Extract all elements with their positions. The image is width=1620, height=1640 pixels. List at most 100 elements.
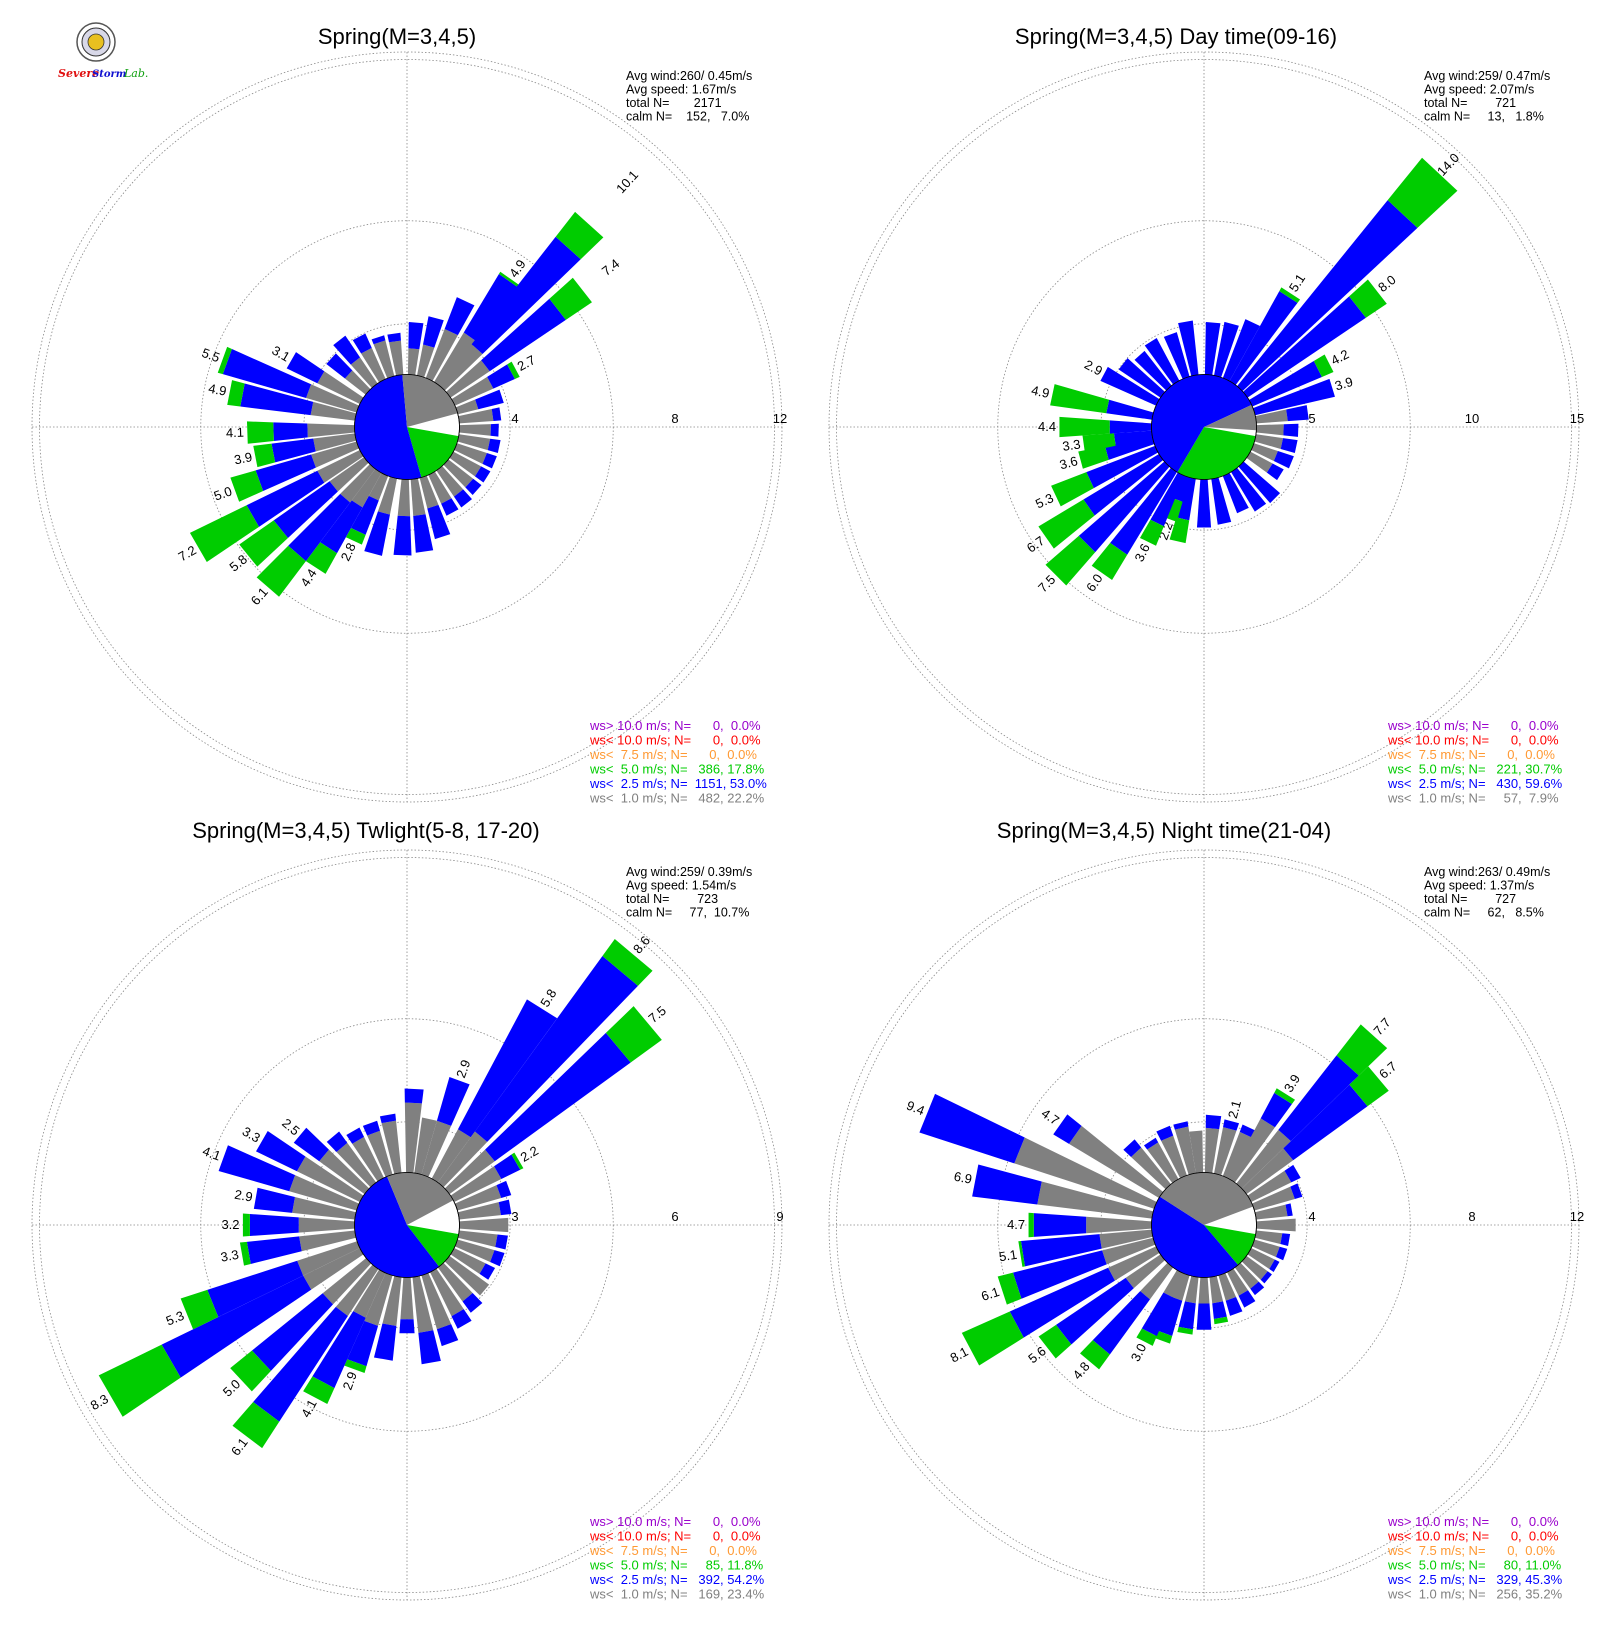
petal-green bbox=[602, 939, 653, 986]
petal-blue bbox=[273, 481, 338, 538]
legend-entry: ws< 5.0 m/s; N= 85, 11.8% bbox=[589, 1558, 764, 1573]
legend-entry: ws< 5.0 m/s; N= 80, 11.0% bbox=[1387, 1558, 1562, 1573]
petal-calm-grey bbox=[431, 1129, 471, 1183]
petal-calm-grey bbox=[1204, 1127, 1220, 1174]
stats-line: total N= 727 bbox=[1424, 892, 1516, 906]
stats-line: calm N= 13, 1.8% bbox=[1424, 110, 1544, 124]
petal-blue bbox=[1134, 350, 1172, 391]
petal-blue bbox=[1266, 463, 1284, 481]
petal-value-label: 5.3 bbox=[1033, 490, 1056, 511]
petal-blue bbox=[1285, 1203, 1293, 1217]
petal-blue bbox=[471, 236, 581, 355]
petal-calm-grey bbox=[1147, 1142, 1179, 1184]
petal-calm-grey bbox=[317, 371, 364, 404]
petal-calm-grey bbox=[428, 471, 452, 504]
stats-line: calm N= 152, 7.0% bbox=[626, 110, 749, 124]
petal-value-label: 5.0 bbox=[220, 1376, 243, 1399]
calm-pie-green bbox=[1204, 1225, 1256, 1265]
petal-calm-grey bbox=[450, 1248, 486, 1274]
petal-blue bbox=[1156, 1125, 1174, 1141]
petal-value-label: 2.9 bbox=[340, 1370, 360, 1392]
petal-blue bbox=[451, 1309, 472, 1329]
petal-calm-grey bbox=[1251, 1239, 1280, 1258]
legend-entry: ws< 1.0 m/s; N= 256, 35.2% bbox=[1387, 1587, 1563, 1602]
petal-green bbox=[98, 1344, 181, 1417]
legend-entry: ws> 10.0 m/s; N= 0, 0.0% bbox=[1387, 1514, 1559, 1529]
petal-green bbox=[1136, 1328, 1157, 1346]
petal-calm-grey bbox=[1189, 1130, 1204, 1174]
petal-calm-grey bbox=[1241, 1148, 1294, 1195]
petal-calm-grey bbox=[289, 1175, 360, 1211]
petal-value-label: 2.7 bbox=[515, 352, 538, 374]
petal-blue bbox=[249, 1214, 299, 1236]
petal-calm-grey bbox=[1256, 1218, 1296, 1232]
petal-green bbox=[1080, 1340, 1110, 1370]
petal-blue bbox=[346, 1127, 365, 1144]
petal-value-label: 2.8 bbox=[338, 540, 359, 563]
petal-blue bbox=[413, 514, 434, 553]
petal-blue bbox=[1053, 1114, 1082, 1144]
ring-tick-label: 12 bbox=[773, 411, 787, 426]
petal-calm-grey bbox=[1228, 1118, 1275, 1183]
legend-entry: ws< 1.0 m/s; N= 57, 7.9% bbox=[1387, 791, 1559, 806]
legend-entry: ws< 7.5 m/s; N= 0, 0.0% bbox=[589, 747, 757, 762]
petal-calm-grey bbox=[1102, 1237, 1156, 1265]
petal-green bbox=[1038, 1324, 1072, 1359]
petal-calm-grey bbox=[296, 1156, 364, 1202]
legend-entry: ws< 7.5 m/s; N= 0, 0.0% bbox=[1387, 1543, 1555, 1558]
petal-calm-grey bbox=[444, 1255, 490, 1296]
petal-value-label: 7.7 bbox=[1370, 1015, 1393, 1038]
petal-green bbox=[227, 380, 245, 407]
petal-calm-grey bbox=[457, 1202, 501, 1220]
petal-blue bbox=[1056, 1277, 1134, 1345]
petal-value-label: 2.9 bbox=[1082, 357, 1105, 379]
petal-blue bbox=[475, 389, 504, 410]
petal-calm-grey bbox=[436, 466, 464, 497]
petal-blue bbox=[399, 1319, 415, 1334]
petal-calm-grey bbox=[417, 344, 435, 378]
stats-line: Avg wind:260/ 0.45m/s bbox=[626, 69, 752, 83]
petal-blue bbox=[1273, 451, 1294, 469]
petal-blue bbox=[273, 422, 308, 441]
petal-green bbox=[256, 545, 306, 597]
petal-blue bbox=[1238, 1290, 1256, 1308]
petal-calm-grey bbox=[414, 1117, 437, 1175]
petal-green bbox=[232, 1401, 280, 1449]
stats-line: Avg speed: 1.54m/s bbox=[626, 879, 736, 893]
petal-blue bbox=[364, 511, 390, 556]
petal-calm-grey bbox=[1163, 1270, 1184, 1298]
petal-blue bbox=[487, 364, 515, 389]
petal-calm-grey bbox=[1255, 409, 1288, 424]
petal-blue bbox=[1150, 472, 1185, 527]
petal-calm-grey bbox=[1254, 1204, 1288, 1220]
petal-calm-grey bbox=[1254, 1230, 1283, 1245]
ring-tick-label: 8 bbox=[671, 411, 678, 426]
petal-blue bbox=[453, 489, 472, 508]
legend-entry: ws> 10.0 m/s; N= 0, 0.0% bbox=[1387, 718, 1559, 733]
petal-blue bbox=[1100, 366, 1160, 406]
petal-calm-grey bbox=[443, 459, 474, 488]
petal-green bbox=[1038, 499, 1095, 549]
petal-value-label: 3.9 bbox=[1281, 1072, 1303, 1095]
stats-line: Avg wind:259/ 0.39m/s bbox=[626, 865, 752, 879]
petal-calm-grey bbox=[404, 1102, 422, 1173]
petal-calm-grey bbox=[400, 1277, 414, 1320]
petal-blue bbox=[393, 515, 412, 556]
petal-calm-grey bbox=[1254, 434, 1284, 449]
stats-line: total N= 723 bbox=[626, 892, 718, 906]
petal-calm-grey bbox=[454, 443, 487, 464]
petal-value-label: 5.5 bbox=[200, 345, 222, 365]
petal-value-label: 3.3 bbox=[219, 1247, 239, 1265]
calm-pie-blue bbox=[354, 1176, 439, 1278]
petal-blue bbox=[495, 1234, 508, 1250]
petal-blue bbox=[1211, 477, 1232, 525]
petal-blue bbox=[919, 1093, 1025, 1164]
petal-calm-grey bbox=[344, 370, 371, 395]
petal-green bbox=[305, 542, 338, 574]
calm-pie-grey bbox=[402, 374, 458, 427]
petal-calm-grey bbox=[364, 1272, 393, 1326]
petal-value-label: 6.1 bbox=[979, 1284, 1001, 1304]
legend-entry: ws< 10.0 m/s; N= 0, 0.0% bbox=[1387, 1529, 1559, 1544]
petal-calm-grey bbox=[1037, 1181, 1154, 1219]
petal-blue bbox=[1176, 477, 1196, 521]
